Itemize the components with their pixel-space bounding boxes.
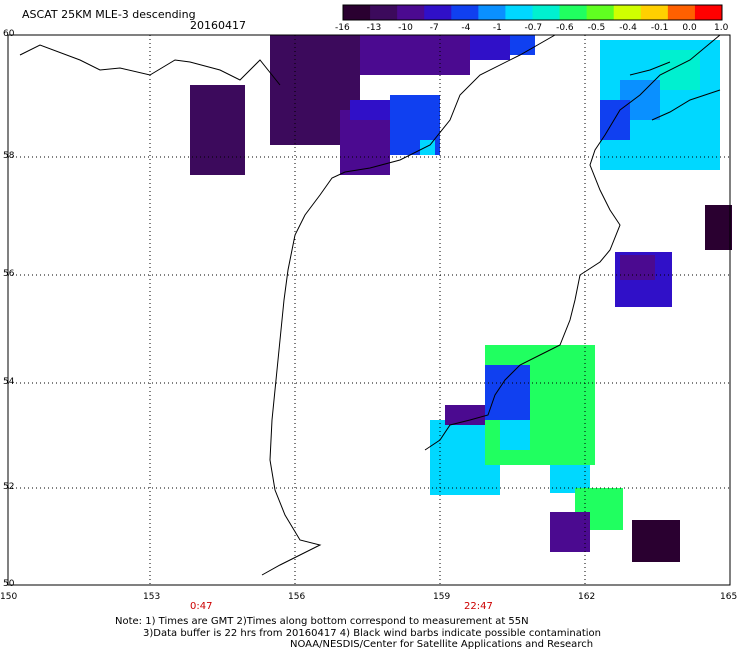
x-tick-label: 150 <box>0 592 18 602</box>
time-label: 0:47 <box>190 601 213 612</box>
colorbar-swatch <box>397 5 425 20</box>
swath-top-right <box>600 40 732 250</box>
swath-middle <box>615 252 672 307</box>
colorbar-label: -0.7 <box>524 23 543 33</box>
colorbar-swatch <box>424 5 452 20</box>
x-tick-label: 156 <box>288 592 306 602</box>
colorbar-label: -7 <box>429 23 439 33</box>
swath-top-left <box>190 35 535 175</box>
colorbar-swatch <box>667 5 696 20</box>
swath-cell <box>510 35 535 55</box>
colorbar-label: -0.1 <box>650 23 669 33</box>
swath-cell <box>470 35 510 60</box>
y-tick-label: 54 <box>3 377 15 387</box>
y-tick-label: 50 <box>3 579 15 589</box>
swath-cell <box>340 110 390 175</box>
colorbar-swatch <box>343 5 371 20</box>
time-label: 22:47 <box>464 601 493 612</box>
colorbar-label: -0.6 <box>556 23 574 33</box>
footnote-line-3: NOAA/NESDIS/Center for Satellite Applica… <box>290 639 594 650</box>
colorbar <box>342 4 723 21</box>
y-tick-label: 56 <box>3 269 15 279</box>
footnote-line-1: Note: 1) Times are GMT 2)Times along bot… <box>115 616 529 627</box>
colorbar-label: -0.4 <box>619 23 637 33</box>
x-tick-label: 159 <box>433 592 451 602</box>
x-tick-label: 162 <box>578 592 596 602</box>
colorbar-swatch <box>586 5 615 20</box>
x-tick-label: 153 <box>143 592 161 602</box>
map-frame <box>7 34 731 586</box>
colorbar-label: 0.0 <box>682 23 697 33</box>
footnote-line-2: 3)Data buffer is 22 hrs from 20160417 4)… <box>143 628 601 639</box>
colorbar-swatch <box>559 5 588 20</box>
colorbar-label: -16 <box>335 23 350 33</box>
colorbar-label: -1 <box>492 23 502 33</box>
colorbar-label: -0.5 <box>587 23 606 33</box>
colorbar-swatch <box>451 5 479 20</box>
swath-cell <box>620 255 655 280</box>
swath-cell <box>632 520 680 562</box>
colorbar-swatch <box>532 5 561 20</box>
swath-cell <box>190 85 245 175</box>
colorbar-swatch <box>370 5 398 20</box>
y-tick-label: 58 <box>3 151 15 161</box>
colorbar-label: -13 <box>366 23 382 33</box>
gridlines <box>8 35 730 585</box>
y-tick-label: 52 <box>3 482 15 492</box>
swath-cell <box>350 100 390 120</box>
colorbar-label: -10 <box>398 23 413 33</box>
swath-cell <box>445 405 485 425</box>
x-tick-label: 165 <box>720 592 738 602</box>
colorbar-label: -4 <box>461 23 471 33</box>
colorbar-swatch <box>640 5 669 20</box>
colorbar-label: 1.0 <box>714 23 729 33</box>
swath-cell <box>360 35 470 75</box>
colorbar-swatch <box>613 5 642 20</box>
map-title: ASCAT 25KM MLE-3 descending <box>22 8 196 21</box>
swath-cell <box>550 512 590 552</box>
coastline <box>19 34 721 576</box>
swath-cell <box>660 50 700 90</box>
swath-cell <box>485 365 530 420</box>
swath-cell <box>705 205 732 250</box>
y-tick-label: 60 <box>3 29 15 39</box>
map-date: 20160417 <box>190 19 246 32</box>
colorbar-swatch <box>505 5 533 20</box>
colorbar-swatch <box>478 5 506 20</box>
swath-bottom <box>430 345 680 562</box>
colorbar-swatch <box>694 5 723 20</box>
swath-cell <box>500 420 530 450</box>
